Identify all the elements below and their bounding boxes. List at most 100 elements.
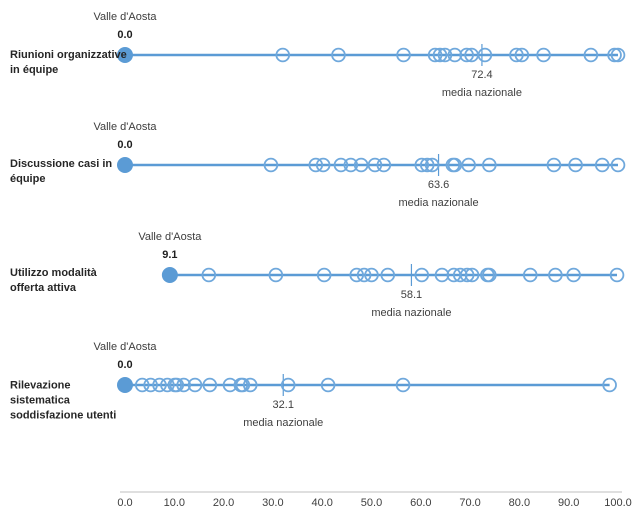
data-point-circle	[376, 157, 392, 173]
row-title: Rilevazione sistematica soddisfazione ut…	[10, 379, 117, 422]
data-point-circle	[514, 47, 530, 63]
highlight-value: 0.0	[117, 359, 133, 371]
data-point-circle	[242, 377, 258, 393]
data-point-circle	[437, 47, 453, 63]
mean-value: 63.6	[427, 179, 450, 191]
data-point-circle	[414, 267, 430, 283]
data-point-circle	[432, 47, 448, 63]
highlight-point-circle	[161, 267, 178, 283]
data-point-circle	[610, 157, 626, 173]
mean-value: 32.1	[272, 399, 294, 411]
data-point-circle	[509, 47, 524, 63]
data-point-circle	[396, 47, 411, 63]
data-point-circle	[522, 267, 538, 283]
data-point-circle	[447, 157, 463, 173]
data-point-circle	[610, 47, 626, 63]
highlight-name: Valle d'Aosta	[138, 231, 202, 243]
mean-value: 72.4	[471, 69, 493, 81]
mean-label: 32.1 media nazionale	[208, 396, 358, 432]
row-title: Discussione casi in équipe	[10, 158, 113, 185]
data-point-circle	[169, 377, 185, 393]
mean-value: 58.1	[400, 289, 423, 301]
data-point-circle	[452, 267, 468, 283]
highlight-label: Valle d'Aosta 0.0	[50, 118, 200, 154]
data-point-circle	[434, 267, 450, 283]
data-point-circle	[143, 377, 158, 393]
highlight-name: Valle d'Aosta	[93, 341, 157, 353]
mean-name: media nazionale	[441, 87, 522, 99]
data-point-circle	[268, 267, 284, 283]
highlight-point-circle	[117, 47, 133, 63]
data-point-circle	[275, 47, 291, 63]
data-point-circle	[594, 157, 610, 173]
highlight-point-circle	[117, 157, 133, 173]
x-axis-tick-label: 40.0	[311, 497, 333, 509]
data-point-circle	[427, 47, 443, 63]
highlight-label: Valle d'Aosta 0.0	[50, 8, 200, 44]
data-point-circle	[380, 267, 396, 283]
data-point-circle	[176, 377, 191, 393]
data-point-circle	[364, 267, 379, 283]
data-point-circle	[308, 157, 324, 173]
x-axis-tick-label: 10.0	[163, 497, 186, 509]
data-point-circle	[356, 267, 372, 283]
mean-name: media nazionale	[243, 417, 324, 429]
data-point-circle	[263, 157, 279, 173]
data-point-circle	[331, 47, 346, 63]
mean-name: media nazionale	[398, 197, 479, 209]
data-point-circle	[459, 47, 474, 63]
row-title: Utilizzo modalità offerta attiva	[10, 267, 97, 294]
data-point-circle	[367, 157, 383, 173]
data-point-circle	[536, 47, 551, 63]
x-axis-tick-label: 20.0	[212, 497, 235, 509]
data-point-circle	[280, 377, 296, 393]
highlight-point-circle	[117, 377, 133, 393]
data-point-circle	[566, 267, 581, 283]
data-point-circle	[482, 157, 497, 173]
data-point-circle	[160, 377, 175, 393]
data-point-circle	[201, 267, 217, 283]
data-point-circle	[546, 157, 562, 173]
data-point-circle	[202, 377, 218, 393]
data-point-circle	[353, 157, 369, 173]
data-point-circle	[187, 377, 203, 393]
data-point-circle	[235, 377, 251, 393]
highlight-value: 0.0	[117, 29, 133, 41]
x-axis-tick-label: 90.0	[557, 497, 580, 509]
data-point-circle	[459, 267, 475, 283]
data-point-circle	[602, 377, 617, 393]
highlight-label: Valle d'Aosta 0.0	[50, 338, 200, 374]
data-point-circle	[482, 267, 497, 283]
x-axis-tick-label: 80.0	[508, 497, 531, 509]
highlight-label: Valle d'Aosta 9.1	[95, 228, 245, 264]
x-axis-tick-label: 30.0	[262, 497, 284, 509]
data-point-circle	[152, 377, 167, 393]
data-point-circle	[343, 157, 359, 173]
data-point-circle	[477, 47, 493, 63]
mean-label: 72.4 media nazionale	[407, 66, 557, 102]
mean-name: media nazionale	[371, 307, 452, 319]
data-point-circle	[395, 377, 411, 393]
data-point-circle	[320, 377, 336, 393]
data-point-circle	[349, 267, 365, 283]
x-axis-tick-label: 70.0	[459, 497, 481, 509]
data-point-circle	[316, 267, 332, 283]
data-point-circle	[461, 157, 476, 173]
data-point-circle	[424, 157, 440, 173]
data-point-circle	[548, 267, 563, 283]
x-axis-tick-label: 50.0	[360, 497, 383, 509]
highlight-value: 0.0	[117, 139, 133, 151]
x-axis-tick-label: 0.0	[117, 497, 133, 509]
highlight-value: 9.1	[162, 249, 178, 261]
data-point-circle	[568, 157, 583, 173]
x-axis-tick-label: 100.0	[604, 497, 632, 509]
highlight-name: Valle d'Aosta	[93, 121, 157, 133]
row-title: Riunioni organizzative in équipe	[10, 49, 127, 76]
mean-label: 63.6 media nazionale	[364, 176, 514, 212]
data-point-circle	[134, 377, 150, 393]
x-axis-tick-label: 60.0	[410, 497, 432, 509]
data-point-circle	[464, 267, 480, 283]
data-point-circle	[414, 157, 430, 173]
data-point-circle	[419, 157, 435, 173]
data-point-circle	[609, 267, 625, 283]
